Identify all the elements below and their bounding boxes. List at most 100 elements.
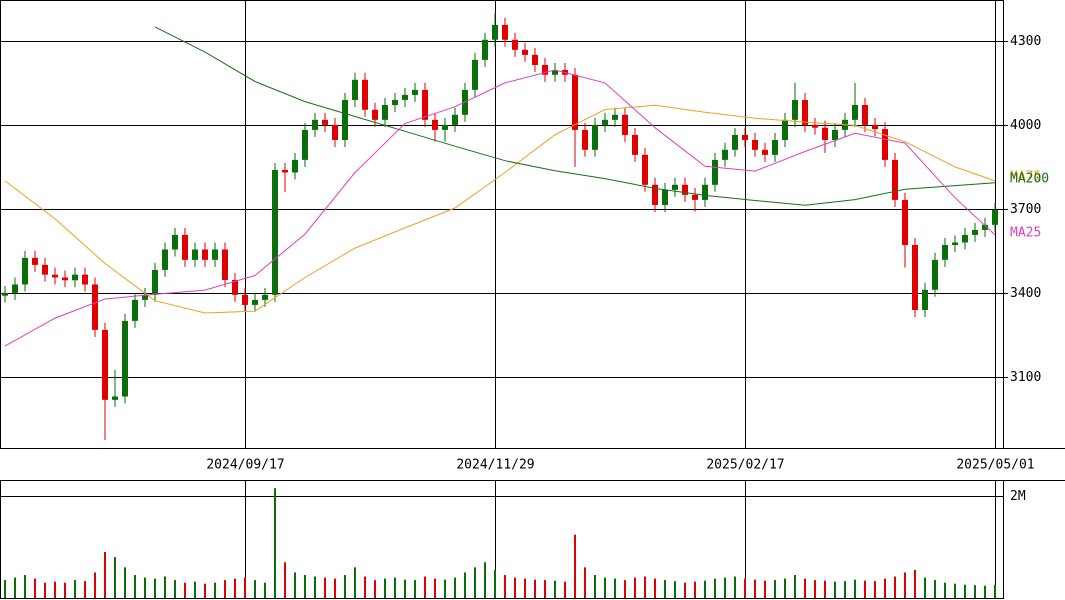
x-tick-label: 2025/05/01	[956, 458, 1034, 473]
volume-bar	[994, 584, 996, 598]
volume-bar	[804, 578, 806, 598]
volume-bar	[794, 575, 796, 598]
candle-body	[322, 119, 328, 125]
candle-body	[812, 124, 818, 128]
volume-bar	[484, 562, 486, 598]
candle-body	[282, 169, 288, 173]
candle-body	[42, 264, 48, 275]
volume-bar	[574, 534, 576, 598]
candle-body	[92, 284, 98, 330]
volume-bar	[64, 582, 66, 598]
y-tick-label: 3400	[1010, 286, 1041, 301]
candle-body	[392, 99, 398, 105]
candle-body	[892, 159, 898, 200]
candle-body	[912, 245, 918, 310]
volume-bar	[894, 576, 896, 598]
volume-bar	[854, 579, 856, 598]
volume-bar	[284, 562, 286, 598]
volume-bar	[364, 576, 366, 598]
ma-line	[4, 104, 996, 314]
candle-body	[192, 249, 198, 260]
candle-body	[522, 49, 528, 55]
candle-body	[212, 249, 218, 260]
volume-bar	[714, 578, 716, 598]
candle-body	[242, 294, 248, 305]
candle-body	[602, 119, 608, 125]
volume-bar	[254, 580, 256, 598]
candle-body	[142, 294, 148, 300]
volume-bar	[984, 585, 986, 598]
candle-body	[802, 99, 808, 125]
candle-body	[432, 119, 438, 130]
candle-body	[652, 184, 658, 205]
x-tick-label: 2025/02/17	[706, 458, 784, 473]
candle-body	[492, 24, 498, 40]
volume-bar	[374, 580, 376, 598]
ma-line	[154, 26, 996, 206]
volume-bar	[414, 580, 416, 598]
candle-body	[122, 320, 128, 397]
candle-body	[252, 299, 258, 305]
volume-bar	[534, 579, 536, 598]
candle-body	[852, 105, 858, 120]
volume-bar	[464, 572, 466, 598]
candle-body	[732, 134, 738, 150]
candle-body	[672, 184, 678, 190]
volume-bar	[134, 575, 136, 598]
volume-bar	[964, 584, 966, 598]
candle-body	[442, 124, 448, 130]
candle-body	[482, 39, 488, 60]
volume-bar	[834, 581, 836, 598]
candle-body	[262, 294, 268, 300]
candle-body	[172, 234, 178, 250]
candle-body	[272, 169, 278, 295]
volume-bar	[664, 580, 666, 598]
volume-bar	[384, 578, 386, 598]
candle-body	[902, 199, 908, 245]
volume-bar	[704, 580, 706, 598]
volume-bar	[624, 580, 626, 598]
candle-body	[632, 134, 638, 155]
volume-bar	[424, 576, 426, 598]
volume-bar	[204, 583, 206, 598]
volume-bar	[394, 577, 396, 598]
volume-bar	[524, 578, 526, 598]
candle-body	[452, 114, 458, 125]
candle-body	[332, 124, 338, 140]
volume-bar	[734, 576, 736, 598]
candle-body	[152, 269, 158, 295]
candle-body	[102, 329, 108, 400]
candle-body	[682, 184, 688, 195]
volume-bar	[914, 569, 916, 598]
volume-bar	[584, 567, 586, 598]
volume-bar	[514, 577, 516, 598]
y-tick-label: 3700	[1010, 202, 1041, 217]
candle-body	[232, 280, 238, 295]
volume-bar	[454, 577, 456, 598]
volume-bar	[674, 581, 676, 598]
candle-body	[962, 234, 968, 243]
volume-bar	[434, 578, 436, 598]
volume-bar	[554, 580, 556, 598]
candle-body	[542, 64, 548, 75]
volume-bar	[104, 552, 106, 598]
candle-body	[2, 292, 8, 296]
y-tick-label: 3100	[1010, 370, 1041, 385]
candle-body	[552, 70, 558, 75]
volume-bar	[634, 577, 636, 598]
volume-bar	[164, 576, 166, 598]
candle-body	[612, 114, 618, 120]
candle-body	[302, 129, 308, 160]
volume-bar	[654, 578, 656, 598]
volume-bar	[264, 582, 266, 598]
ma-line	[4, 69, 996, 347]
candle-body	[352, 79, 358, 100]
candle-body	[412, 89, 418, 95]
volume-bar	[684, 582, 686, 598]
candle-body	[642, 154, 648, 185]
volume-bar	[154, 578, 156, 598]
volume-bar	[724, 577, 726, 598]
volume-frame	[0, 480, 1004, 599]
candle-body	[662, 189, 668, 205]
volume-bar	[544, 580, 546, 598]
